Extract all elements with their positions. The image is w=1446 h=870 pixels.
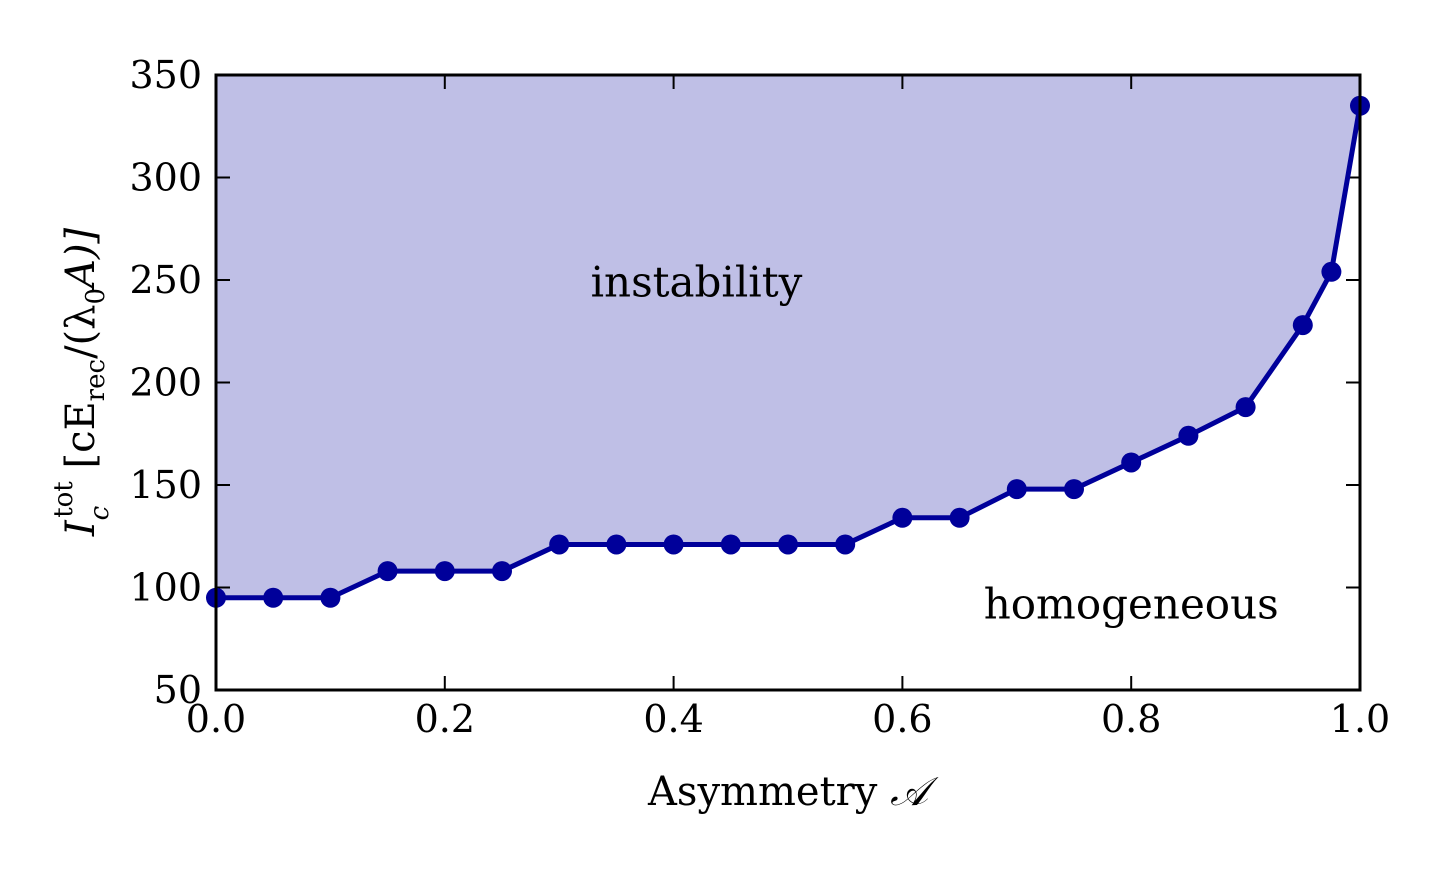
data-point-9 [720, 534, 741, 555]
region-annotations: instability homogeneous [591, 257, 1279, 628]
data-point-11 [835, 534, 856, 555]
x-axis-label: Asymmetry 𝒜 [647, 769, 939, 815]
y-tick-label-4: 250 [129, 258, 202, 302]
x-tick-label-1: 0.2 [415, 697, 475, 741]
x-tick-label-0: 0.0 [186, 697, 246, 741]
x-tick-label-5: 1.0 [1330, 697, 1390, 741]
y-tick-label-1: 100 [129, 566, 202, 610]
data-point-18 [1235, 397, 1256, 418]
data-point-1 [263, 587, 284, 608]
data-point-20 [1321, 261, 1342, 282]
annotation-1: homogeneous [984, 579, 1279, 628]
plot-area [206, 73, 1370, 692]
x-tick-label-2: 0.4 [643, 697, 703, 741]
data-point-3 [377, 561, 398, 582]
data-point-13 [949, 507, 970, 528]
data-point-8 [663, 534, 684, 555]
data-point-4 [434, 561, 455, 582]
y-tick-label-2: 150 [129, 463, 202, 507]
x-tick-label-3: 0.6 [872, 697, 932, 741]
y-axis-label: Ictot [cErec/(λ0A)] [49, 227, 115, 537]
x-tick-label-4: 0.8 [1101, 697, 1161, 741]
series-line [216, 105, 1363, 601]
data-point-12 [892, 507, 913, 528]
instability-fill-region [216, 75, 1360, 598]
data-point-17 [1178, 425, 1199, 446]
y-tick-label-5: 300 [129, 156, 202, 200]
tick-labels: 0.0 0.2 0.4 0.6 0.8 1.0 50 100 150 200 250 300 350 [129, 53, 1390, 741]
y-tick-label-0: 50 [154, 668, 202, 712]
data-point-15 [1064, 479, 1084, 500]
data-point-19 [1292, 315, 1313, 336]
data-point-2 [320, 587, 341, 608]
y-tick-label-3: 200 [129, 361, 202, 405]
annotation-0: instability [591, 257, 803, 306]
data-point-6 [549, 534, 570, 555]
y-tick-label-6: 350 [129, 53, 202, 97]
data-point-7 [606, 534, 627, 555]
plot-frame [214, 73, 1362, 692]
data-point-10 [778, 534, 798, 555]
data-point-5 [492, 561, 512, 582]
data-point-16 [1121, 452, 1142, 473]
data-point-14 [1006, 479, 1027, 500]
